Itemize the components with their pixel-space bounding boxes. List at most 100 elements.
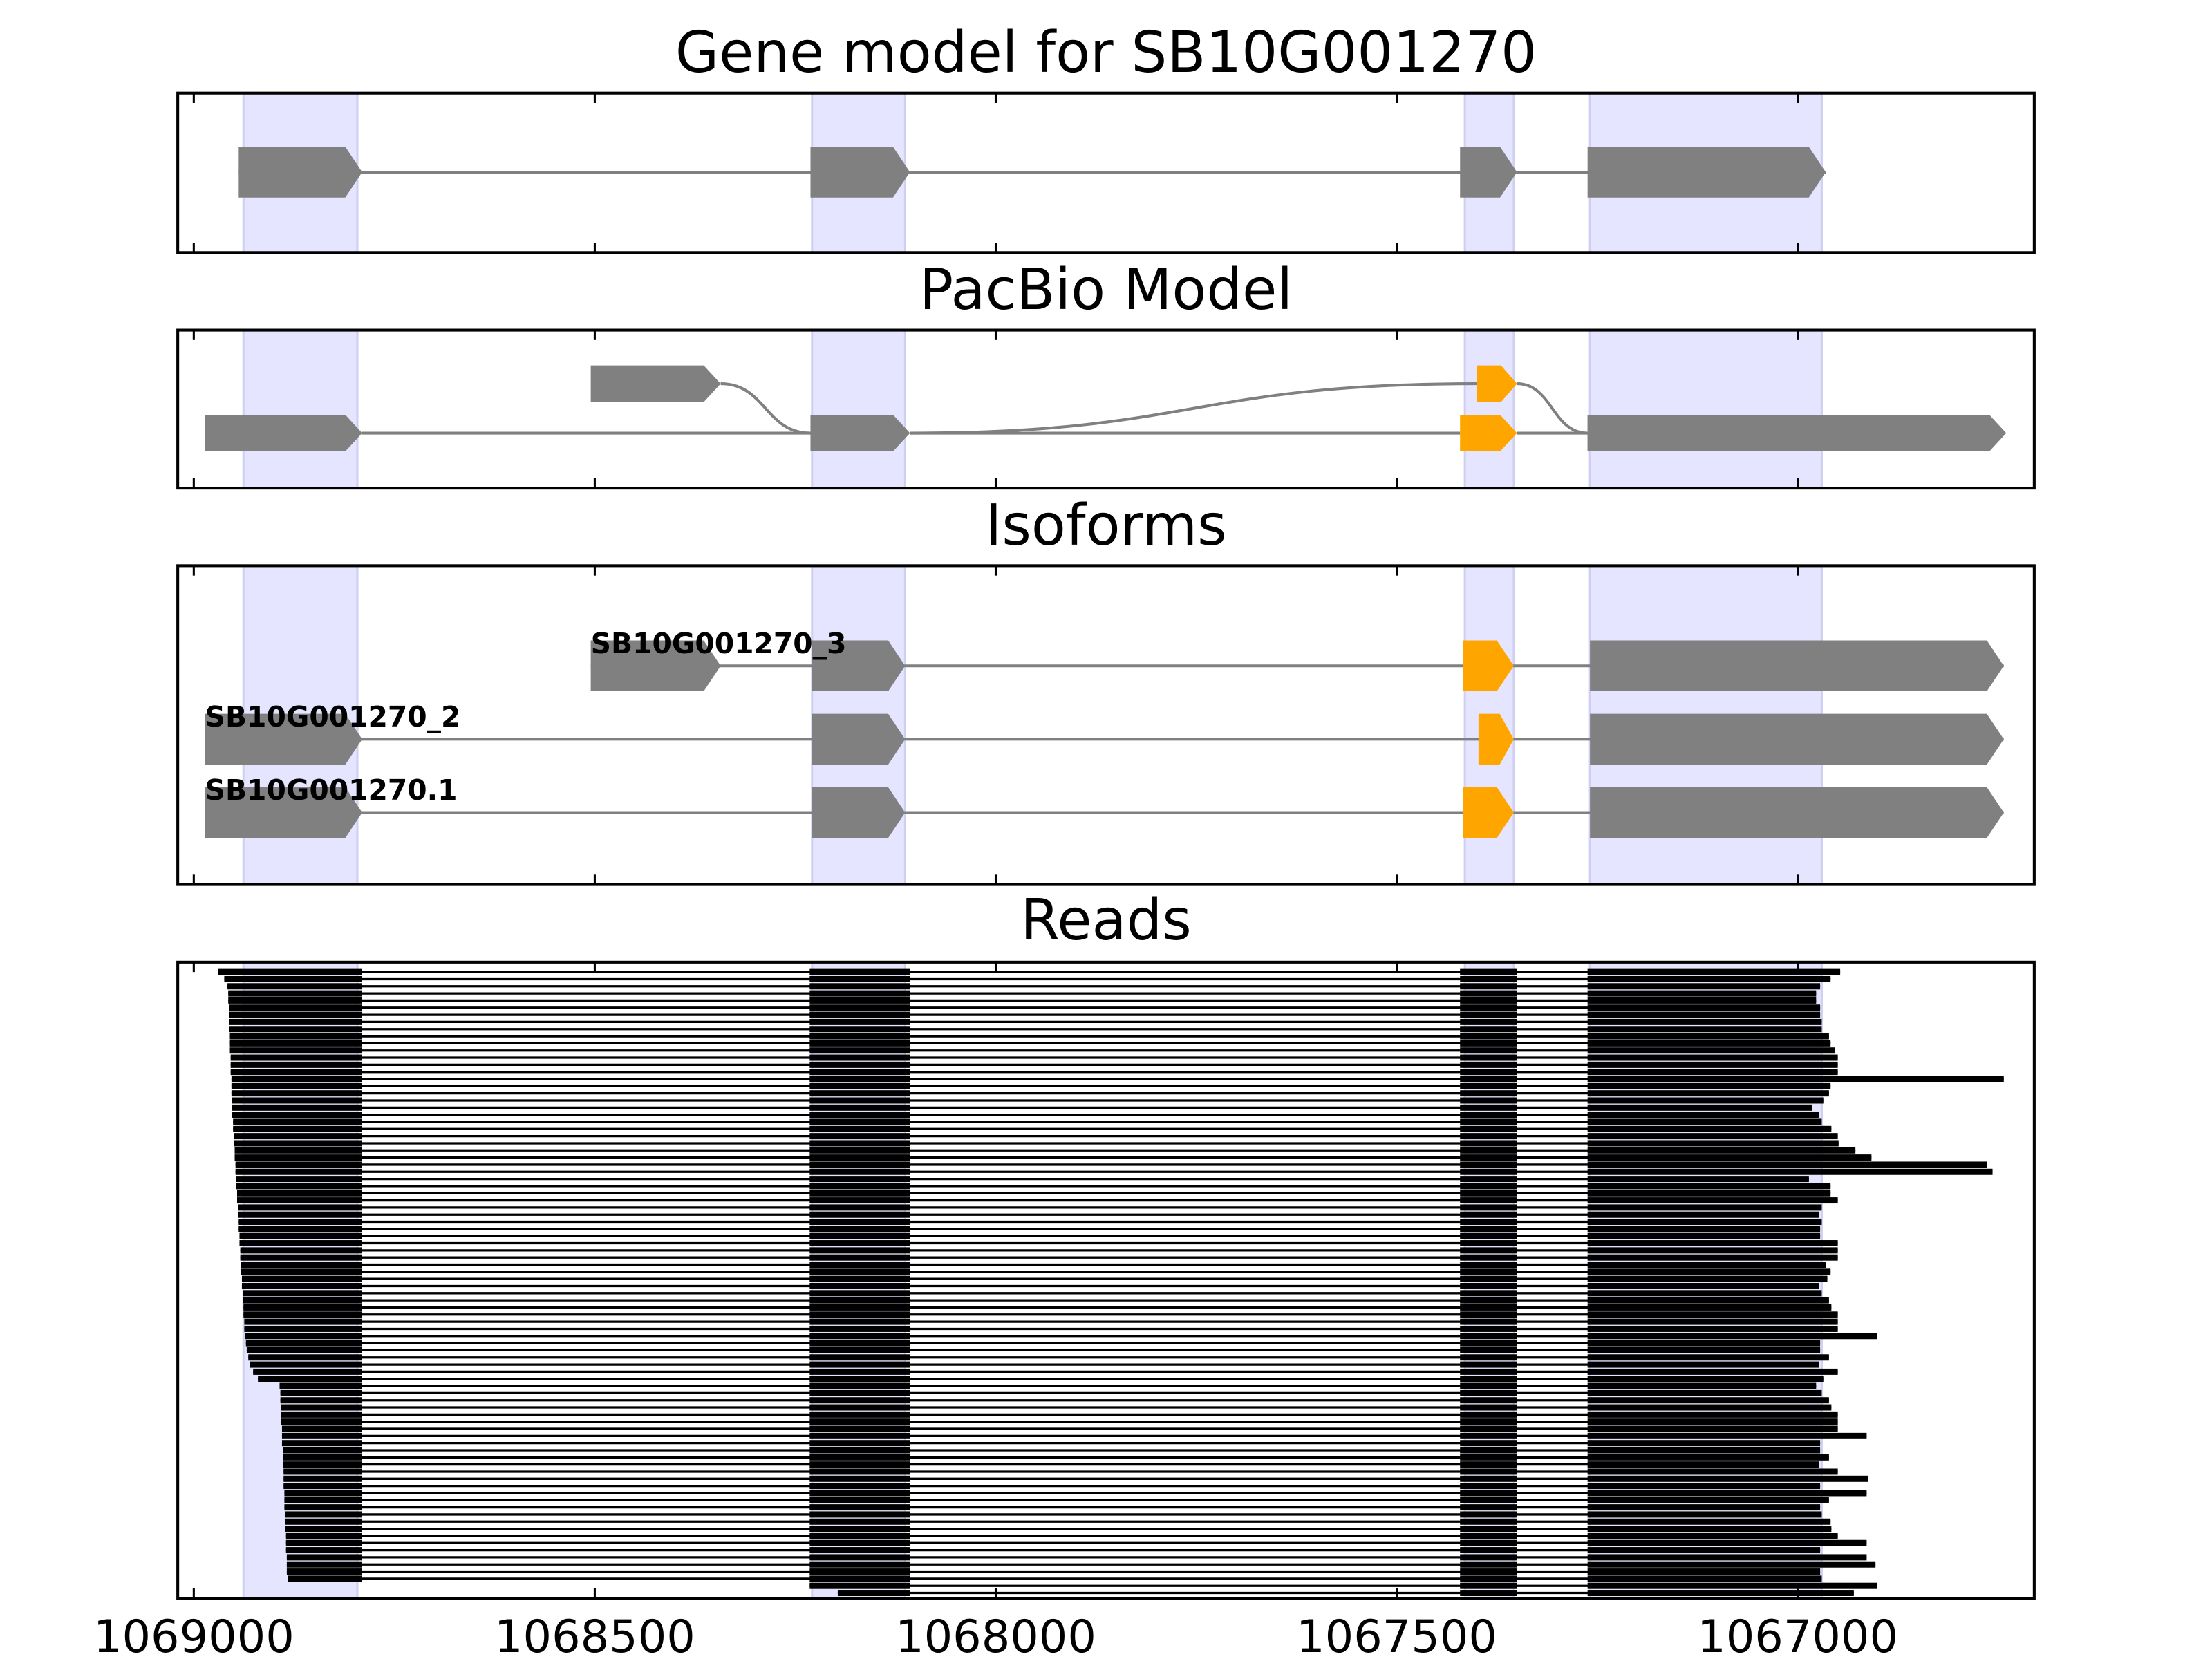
- read-block: [1460, 1318, 1517, 1325]
- read-block: [1587, 1076, 2004, 1082]
- read-block: [809, 983, 910, 990]
- read-block: [1460, 1133, 1517, 1140]
- read-block: [281, 1404, 362, 1411]
- read-block: [1460, 1325, 1517, 1332]
- read-block: [1460, 1561, 1517, 1568]
- read-block: [809, 1090, 910, 1097]
- read-block: [809, 1154, 910, 1161]
- read-block: [1460, 1097, 1517, 1104]
- read-block: [288, 1575, 362, 1582]
- read-block: [1587, 1118, 1822, 1125]
- exon: [1477, 365, 1517, 402]
- read-block: [809, 1361, 910, 1368]
- read-block: [1587, 1454, 1829, 1461]
- read-block: [1587, 1425, 1838, 1432]
- read-block: [286, 1561, 362, 1568]
- read-block: [283, 1483, 362, 1490]
- read-block: [1587, 1204, 1822, 1211]
- read-block: [809, 1333, 910, 1340]
- read-block: [809, 1490, 910, 1497]
- read-block: [809, 1418, 910, 1425]
- read-block: [1460, 1275, 1517, 1282]
- read-block: [809, 1468, 910, 1475]
- read-block: [809, 1497, 910, 1503]
- read-block: [239, 1240, 362, 1247]
- read-block: [1587, 1247, 1838, 1254]
- read-block: [1587, 1254, 1838, 1261]
- read-block: [1460, 1518, 1517, 1525]
- read-block: [809, 1425, 910, 1432]
- read-block: [809, 1483, 910, 1490]
- intron-connector: [1517, 382, 1588, 435]
- exon: [1460, 147, 1517, 198]
- read-block: [228, 997, 362, 1004]
- read-block: [809, 1004, 910, 1011]
- read-block: [1460, 997, 1517, 1004]
- read-block: [1587, 1526, 1832, 1533]
- read-block: [1587, 1347, 1821, 1353]
- read-block: [281, 1440, 362, 1447]
- read-block: [238, 1219, 362, 1226]
- read-block: [809, 1104, 910, 1111]
- read-block: [809, 1389, 910, 1396]
- exon: [238, 147, 362, 198]
- read-block: [809, 1376, 910, 1382]
- read-block: [1460, 1125, 1517, 1132]
- read-block: [1587, 1382, 1817, 1389]
- read-block: [230, 1061, 362, 1068]
- read-block: [809, 1054, 910, 1061]
- read-block: [231, 1076, 362, 1082]
- read-block: [1587, 1432, 1867, 1439]
- read-block: [1460, 1168, 1517, 1175]
- read-block: [809, 1283, 910, 1289]
- read-block: [1587, 983, 1821, 990]
- read-block: [1460, 1047, 1517, 1054]
- read-block: [809, 1582, 910, 1589]
- read-block: [809, 1140, 910, 1147]
- read-block: [1587, 1147, 1856, 1154]
- read-block: [809, 1454, 910, 1461]
- read-block: [240, 1254, 362, 1261]
- read-block: [809, 1568, 910, 1575]
- read-block: [809, 1297, 910, 1304]
- read-block: [283, 1454, 362, 1461]
- x-tick-label: 1067000: [1697, 1611, 1898, 1659]
- read-block: [809, 990, 910, 997]
- read-block: [241, 1262, 362, 1268]
- read-block: [230, 1054, 362, 1061]
- x-tick-label: 1068000: [895, 1611, 1096, 1659]
- read-block: [1587, 1497, 1829, 1503]
- read-block: [1460, 1176, 1517, 1183]
- read-block: [809, 968, 910, 975]
- read-block: [809, 1526, 910, 1533]
- isoform-label: SB10G001270_3: [591, 627, 847, 660]
- exon: [590, 365, 721, 402]
- read-block: [1587, 1440, 1821, 1447]
- read-block: [809, 1033, 910, 1040]
- exon: [1587, 415, 2007, 452]
- exon: [1463, 640, 1514, 691]
- read-block: [1587, 1490, 1867, 1497]
- read-block: [809, 1161, 910, 1168]
- read-block: [809, 1511, 910, 1518]
- read-block: [283, 1468, 362, 1475]
- read-block: [1460, 1440, 1517, 1447]
- panel-frame: [176, 328, 2036, 490]
- read-block: [809, 1311, 910, 1318]
- read-block: [1587, 1554, 1867, 1561]
- read-block: [1460, 1497, 1517, 1503]
- read-block: [1587, 1011, 1821, 1018]
- exon: [810, 415, 910, 452]
- read-block: [1460, 1382, 1517, 1389]
- panel-title: Gene model for SB10G001270: [675, 20, 1537, 86]
- read-block: [1460, 1590, 1517, 1597]
- read-block: [1460, 1547, 1517, 1554]
- read-block: [229, 1018, 362, 1025]
- read-block: [227, 983, 362, 990]
- read-block: [1587, 1112, 1819, 1118]
- read-block: [229, 1026, 362, 1033]
- read-block: [1587, 1468, 1838, 1475]
- panel-title: Reads: [1020, 888, 1192, 953]
- read-block: [1587, 1240, 1838, 1247]
- exon: [1590, 640, 2004, 691]
